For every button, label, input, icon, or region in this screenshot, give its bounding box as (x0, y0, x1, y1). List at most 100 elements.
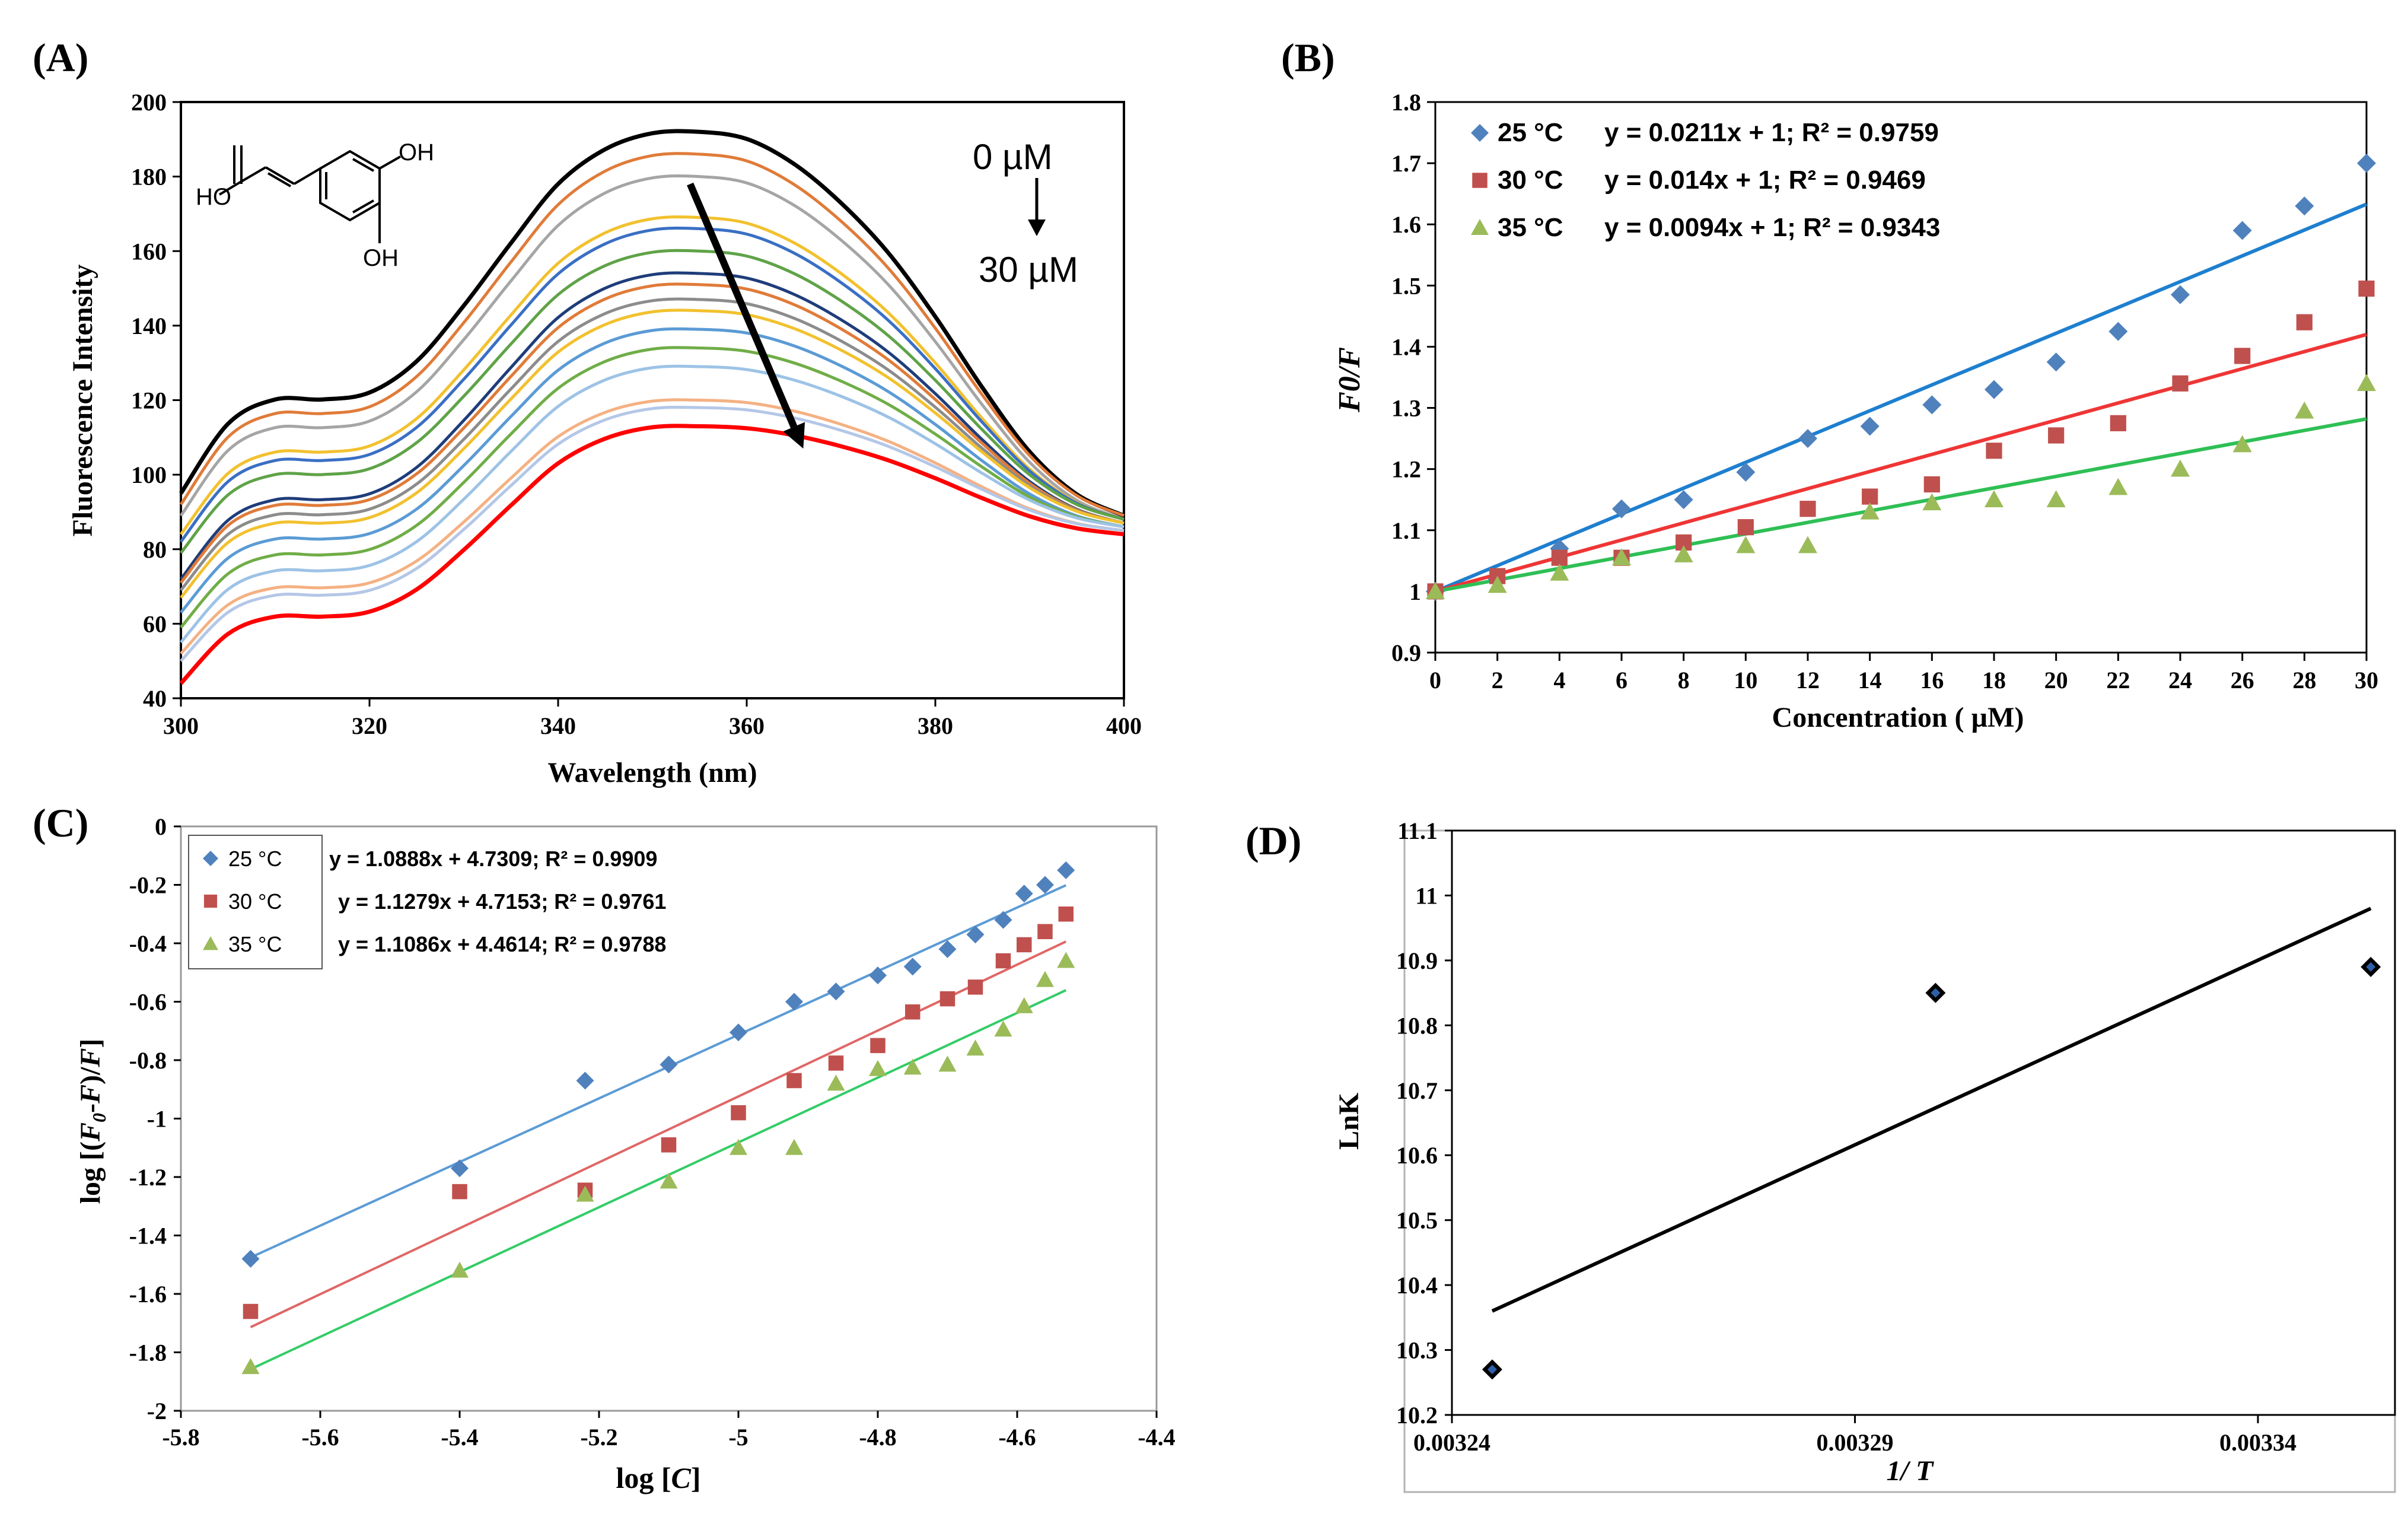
x-tick-label-d: 0.00324 (1413, 1429, 1490, 1456)
panel-d: (D) 10.2 10.3 10.4 10.5 10.6 10.7 10.8 10.9 11 11… (1246, 818, 2396, 1493)
point-b-2 (1674, 545, 1693, 562)
spectrum-8uM (180, 227, 1125, 543)
point-b-0 (1860, 416, 1880, 436)
spectrum-6uM (180, 215, 1125, 536)
point-c-1 (905, 1004, 920, 1020)
panel-d-label: (D) (1246, 818, 1301, 863)
x-tick-label-b: 8 (1678, 667, 1690, 694)
y-axis-label-b: F0/F (1333, 347, 1367, 413)
point-b-2 (1736, 536, 1756, 554)
y-tick-label-c: -0.2 (129, 872, 167, 899)
point-c-1 (939, 991, 955, 1007)
point-d-inner (1487, 1364, 1497, 1375)
x-tick-label-b: 10 (1734, 667, 1757, 694)
x-tick-label-a: 300 (163, 713, 199, 739)
point-b-1 (2358, 280, 2375, 297)
legend-marker-b-2 (1471, 219, 1489, 235)
y-tick-label-b: 1.8 (1391, 89, 1421, 116)
point-b-2 (2295, 401, 2314, 419)
point-c-0 (903, 958, 922, 976)
trendlines-c (250, 884, 1067, 1370)
point-b-0 (2232, 221, 2252, 240)
y-tick-label-d: 10.7 (1396, 1077, 1438, 1104)
caffeic-acid-structure: HO OH OH (196, 139, 434, 271)
spectrum-22uM (180, 346, 1125, 629)
y-tick-label-b: 1.5 (1391, 272, 1421, 299)
point-b-2 (1860, 502, 1880, 520)
point-b-2 (1488, 575, 1507, 593)
point-b-1 (2172, 375, 2189, 392)
point-b-1 (1799, 501, 1816, 517)
y-tick-label-a: 160 (131, 238, 167, 265)
x-axis-ticks-d: 0.00324 0.00329 0.00334 (1413, 1415, 2296, 1456)
x-tick-label-c: -4.4 (1138, 1424, 1175, 1451)
trendline-c-0 (250, 884, 1067, 1259)
x-tick-label-b: 26 (2231, 667, 2254, 694)
structure-label-oh-upper: OH (399, 139, 434, 166)
point-b-1 (2048, 427, 2065, 444)
point-c-1 (243, 1303, 259, 1319)
point-c-2 (1015, 997, 1033, 1013)
panel-b: (B) 0.911.11.21.31.41.51.61.71.8 0 2 4 6 8 10… (1281, 35, 2378, 733)
point-c-1 (1017, 937, 1032, 953)
panel-b-label: (B) (1281, 35, 1335, 80)
x-tick-label-d: 0.00334 (2219, 1429, 2296, 1456)
x-tick-label-b: 4 (1553, 667, 1565, 694)
x-tick-label-b: 6 (1616, 667, 1627, 694)
equation-b-25: y = 0.0211x + 1; R² = 0.9759 (1604, 118, 1939, 147)
point-c-0 (827, 982, 845, 1001)
y-tick-label-c: -1.6 (129, 1281, 167, 1308)
annotation-arrowhead (1028, 220, 1046, 236)
x-axis-label-a: Wavelength (nm) (547, 757, 757, 788)
trendlines-b (1434, 202, 2368, 593)
y-tick-label-a: 100 (131, 462, 167, 488)
annotation-30uM: 30 µM (979, 250, 1078, 290)
y-tick-label-d: 10.2 (1396, 1402, 1438, 1429)
legend-b: 25 °C 30 °C 35 °C y = 0.0211x + 1; R² = … (1471, 118, 1940, 242)
point-b-2 (1550, 563, 1569, 581)
point-c-1 (786, 1073, 802, 1089)
point-c-0 (1036, 876, 1054, 894)
point-c-0 (241, 1249, 260, 1268)
point-b-1 (1862, 488, 1878, 505)
decrease-arrowhead (783, 422, 805, 449)
equation-c-35: y = 1.1086x + 4.4614; R² = 0.9788 (338, 932, 666, 956)
spectrum-16uM (180, 297, 1125, 591)
spectrum-26uM (180, 398, 1125, 655)
spectrum-30uM (179, 424, 1125, 685)
x-tick-label-c: -5.4 (441, 1424, 478, 1451)
legend-marker-b-1 (1472, 173, 1488, 188)
point-b-2 (1426, 581, 1445, 599)
x-tick-label-a: 400 (1106, 713, 1142, 739)
y-tick-label-d: 10.9 (1396, 947, 1438, 974)
trendline-c-1 (250, 940, 1067, 1328)
x-axis-label-b: Concentration ( µM) (1772, 702, 2024, 733)
point-b-0 (1798, 429, 1817, 449)
y-axis-label-d: LnK (1333, 1093, 1365, 1150)
point-b-2 (2357, 374, 2376, 392)
point-c-2 (730, 1138, 747, 1155)
trendline-c-2 (250, 989, 1067, 1370)
point-c-0 (869, 966, 887, 985)
trendline-d (1491, 907, 2372, 1313)
data-points-b (1426, 154, 2376, 601)
legend-marker-c-0 (203, 851, 218, 866)
data-points-d (1482, 956, 2381, 1380)
legend-c-30: 30 °C (228, 889, 282, 914)
point-b-0 (2171, 285, 2190, 304)
x-tick-label-d: 0.00329 (1816, 1429, 1893, 1456)
point-b-1 (1551, 549, 1568, 566)
legend-c: 25 °C 30 °C 35 °C y = 1.0888x + 4.7309; … (188, 835, 666, 969)
y-axis-label-a: Fluorescence Intensity (67, 264, 98, 536)
x-tick-label-b: 2 (1492, 667, 1504, 694)
point-c-1 (828, 1055, 844, 1071)
y-tick-label-d: 10.4 (1396, 1272, 1438, 1299)
equation-c-30: y = 1.1279x + 4.7153; R² = 0.9761 (338, 889, 666, 914)
point-c-0 (938, 940, 957, 958)
y-tick-label-a: 60 (143, 610, 167, 637)
legend-marker-c-1 (203, 894, 218, 908)
spectrum-10uM (180, 249, 1125, 554)
y-tick-label-c: -1.4 (129, 1223, 167, 1249)
point-b-0 (2108, 322, 2128, 341)
panel-a: (A) 40 60 80 100 120 140 160 180 200 300 320 340 36… (33, 35, 1142, 788)
